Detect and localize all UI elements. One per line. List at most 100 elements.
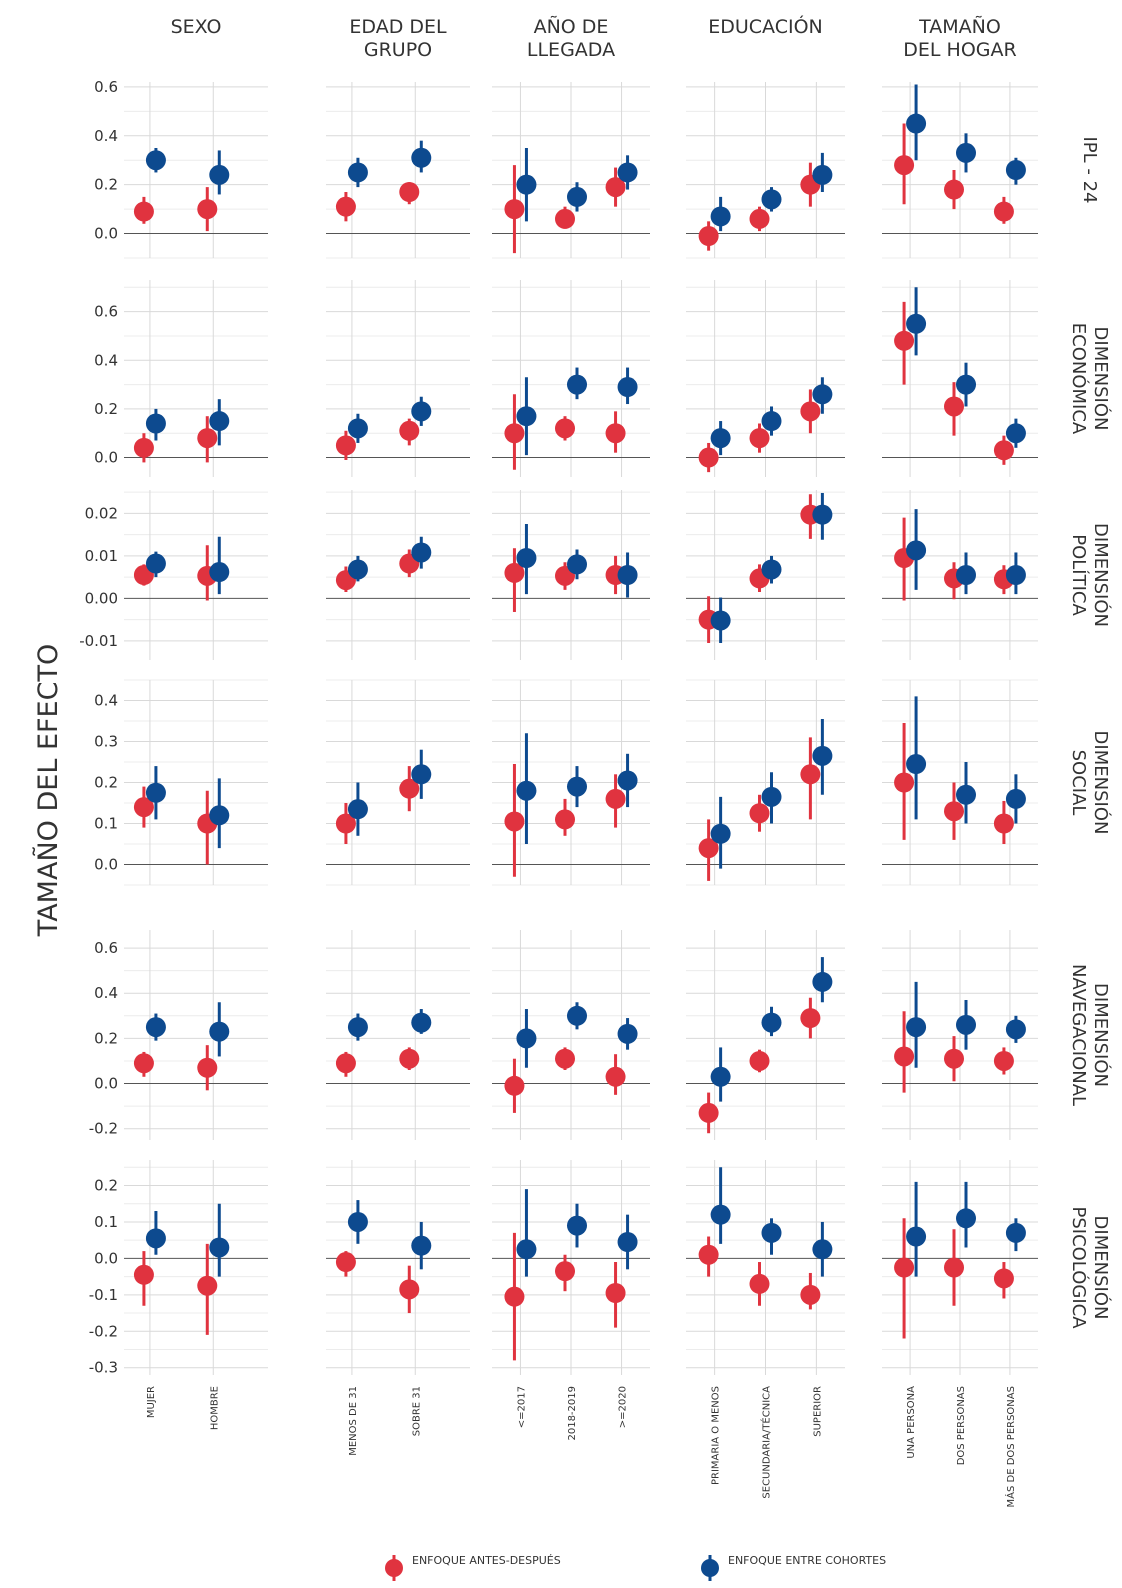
point-cohortes-SUPERIOR <box>812 384 833 405</box>
point-cohortes-MÁS DE DOS PERSONAS <box>1005 565 1026 585</box>
y-tick-label-0-3: 0.6 <box>94 78 118 96</box>
point-cohortes-SUPERIOR <box>812 164 833 185</box>
point-cohortes-MUJER <box>145 782 166 803</box>
point-cohortes-HOMBRE <box>209 411 230 432</box>
point-cohortes-MENOS DE 31 <box>347 1017 368 1038</box>
row-title-5-1: PSICOLÓGICA <box>1068 1206 1090 1329</box>
row-title-2-1: POLÍTICA <box>1068 534 1090 616</box>
point-antes-despues-SUPERIOR <box>800 1008 821 1029</box>
point-cohortes-UNA PERSONA <box>906 1017 927 1038</box>
x-tick-label-0-1: HOMBRE <box>209 1386 220 1430</box>
point-antes-despues-SECUNDARIA/TÉCNICA <box>749 1050 770 1071</box>
point-antes-despues-MÁS DE DOS PERSONAS <box>993 813 1014 834</box>
point-cohortes-SECUNDARIA/TÉCNICA <box>761 559 782 580</box>
y-tick-label-5-3: 0.0 <box>94 1249 118 1267</box>
y-tick-label-2-3: 0.02 <box>85 504 118 522</box>
point-antes-despues-MUJER <box>133 797 154 818</box>
point-antes-despues-MENOS DE 31 <box>335 196 356 217</box>
point-cohortes-SOBRE 31 <box>411 401 432 422</box>
point-antes-despues-SOBRE 31 <box>399 1279 420 1300</box>
point-cohortes-UNA PERSONA <box>906 540 927 561</box>
point-cohortes-<=2017 <box>516 548 537 568</box>
y-tick-label-4-4: 0.6 <box>94 939 118 957</box>
row-title-4-1: NAVEGACIONAL <box>1068 964 1089 1106</box>
point-cohortes-2018-2019 <box>567 186 587 207</box>
y-axis-title: TAMAÑO DEL EFECTO <box>32 644 64 937</box>
point-antes-despues-2018-2019 <box>555 1048 575 1069</box>
y-tick-label-1-2: 0.4 <box>94 351 118 369</box>
point-cohortes-2018-2019 <box>567 554 587 575</box>
point-cohortes-2018-2019 <box>567 1215 587 1236</box>
point-cohortes-<=2017 <box>516 1239 537 1260</box>
point-antes-despues-<=2017 <box>504 562 525 583</box>
column-title-3-0: EDUCACIÓN <box>708 14 823 38</box>
point-cohortes-<=2017 <box>516 406 537 427</box>
marks-layer <box>133 84 1026 1361</box>
point-antes-despues->=2020 <box>605 1283 626 1304</box>
x-tick-label-4-1: DOS PERSONAS <box>956 1386 967 1465</box>
point-cohortes-SECUNDARIA/TÉCNICA <box>761 1012 782 1033</box>
y-tick-label-3-0: 0.0 <box>94 856 118 874</box>
point-cohortes-DOS PERSONAS <box>956 1208 976 1229</box>
y-tick-label-3-1: 0.1 <box>94 815 118 833</box>
point-cohortes->=2020 <box>617 1023 638 1044</box>
point-cohortes-SECUNDARIA/TÉCNICA <box>761 1222 782 1243</box>
point-cohortes-PRIMARIA O MENOS <box>710 1066 731 1087</box>
x-tick-label-4-2: MÁS DE DOS PERSONAS <box>1004 1386 1017 1507</box>
y-tick-label-0-2: 0.4 <box>94 127 118 145</box>
point-cohortes-SECUNDARIA/TÉCNICA <box>761 411 782 432</box>
y-tick-label-4-0: -0.2 <box>89 1120 118 1138</box>
y-tick-label-1-3: 0.6 <box>94 303 118 321</box>
point-antes-despues-MUJER <box>133 201 154 222</box>
point-antes-despues-SOBRE 31 <box>399 778 420 799</box>
point-cohortes->=2020 <box>617 565 638 585</box>
grid-layer <box>124 82 1038 1375</box>
y-tick-label-5-5: 0.2 <box>94 1177 118 1195</box>
point-cohortes-UNA PERSONA <box>906 313 927 334</box>
y-tick-label-2-1: 0.00 <box>85 589 118 607</box>
point-cohortes-DOS PERSONAS <box>956 374 976 395</box>
point-antes-despues-DOS PERSONAS <box>944 1257 964 1278</box>
point-antes-despues-UNA PERSONA <box>894 1257 915 1278</box>
y-tick-label-5-4: 0.1 <box>94 1213 118 1231</box>
point-antes-despues-MENOS DE 31 <box>335 1053 356 1074</box>
point-cohortes-DOS PERSONAS <box>956 565 976 585</box>
x-tick-label-1-0: MENOS DE 31 <box>348 1386 359 1456</box>
point-cohortes-MENOS DE 31 <box>347 559 368 580</box>
y-tick-label-5-1: -0.2 <box>89 1322 118 1340</box>
column-title-4-1: DEL HOGAR <box>903 39 1016 61</box>
point-antes-despues-PRIMARIA O MENOS <box>698 226 719 246</box>
y-tick-label-1-0: 0.0 <box>94 449 118 467</box>
point-cohortes-UNA PERSONA <box>906 113 927 134</box>
row-title-0-0: IPL - 24 <box>1079 136 1100 203</box>
point-antes-despues-SOBRE 31 <box>399 1048 420 1069</box>
point-cohortes-PRIMARIA O MENOS <box>710 1204 731 1225</box>
point-cohortes-MUJER <box>145 1228 166 1249</box>
x-tick-label-2-2: >=2020 <box>618 1386 629 1428</box>
row-title-1-0: DIMENSIÓN <box>1090 327 1112 431</box>
point-antes-despues-MENOS DE 31 <box>335 813 356 834</box>
x-tick-label-3-1: SECUNDARIA/TÉCNICA <box>760 1386 773 1499</box>
row-title-2-0: DIMENSIÓN <box>1090 523 1112 627</box>
legend-label-cohortes: ENFOQUE ENTRE COHORTES <box>728 1554 886 1567</box>
point-antes-despues-HOMBRE <box>197 1275 218 1296</box>
point-antes-despues-SUPERIOR <box>800 401 821 422</box>
point-antes-despues-UNA PERSONA <box>894 330 915 351</box>
point-antes-despues-MUJER <box>133 437 154 458</box>
point-antes-despues-2018-2019 <box>555 1261 575 1282</box>
column-title-1-0: EDAD DEL <box>349 16 447 38</box>
legend-label-antes_despues: ENFOQUE ANTES-DESPUÉS <box>412 1554 561 1567</box>
point-antes-despues-HOMBRE <box>197 428 218 449</box>
point-cohortes-PRIMARIA O MENOS <box>710 610 731 631</box>
x-tick-label-3-0: PRIMARIA O MENOS <box>711 1386 722 1485</box>
point-antes-despues-<=2017 <box>504 1075 525 1096</box>
point-antes-despues-SECUNDARIA/TÉCNICA <box>749 428 770 449</box>
column-title-1-1: GRUPO <box>364 39 432 61</box>
column-title-4-0: TAMAÑO <box>918 15 1001 38</box>
row-title-3-0: DIMENSIÓN <box>1090 731 1112 835</box>
point-antes-despues-2018-2019 <box>555 208 575 229</box>
point-cohortes-DOS PERSONAS <box>956 1014 976 1035</box>
point-antes-despues-SOBRE 31 <box>399 182 420 202</box>
row-title-5-0: DIMENSIÓN <box>1090 1216 1112 1320</box>
